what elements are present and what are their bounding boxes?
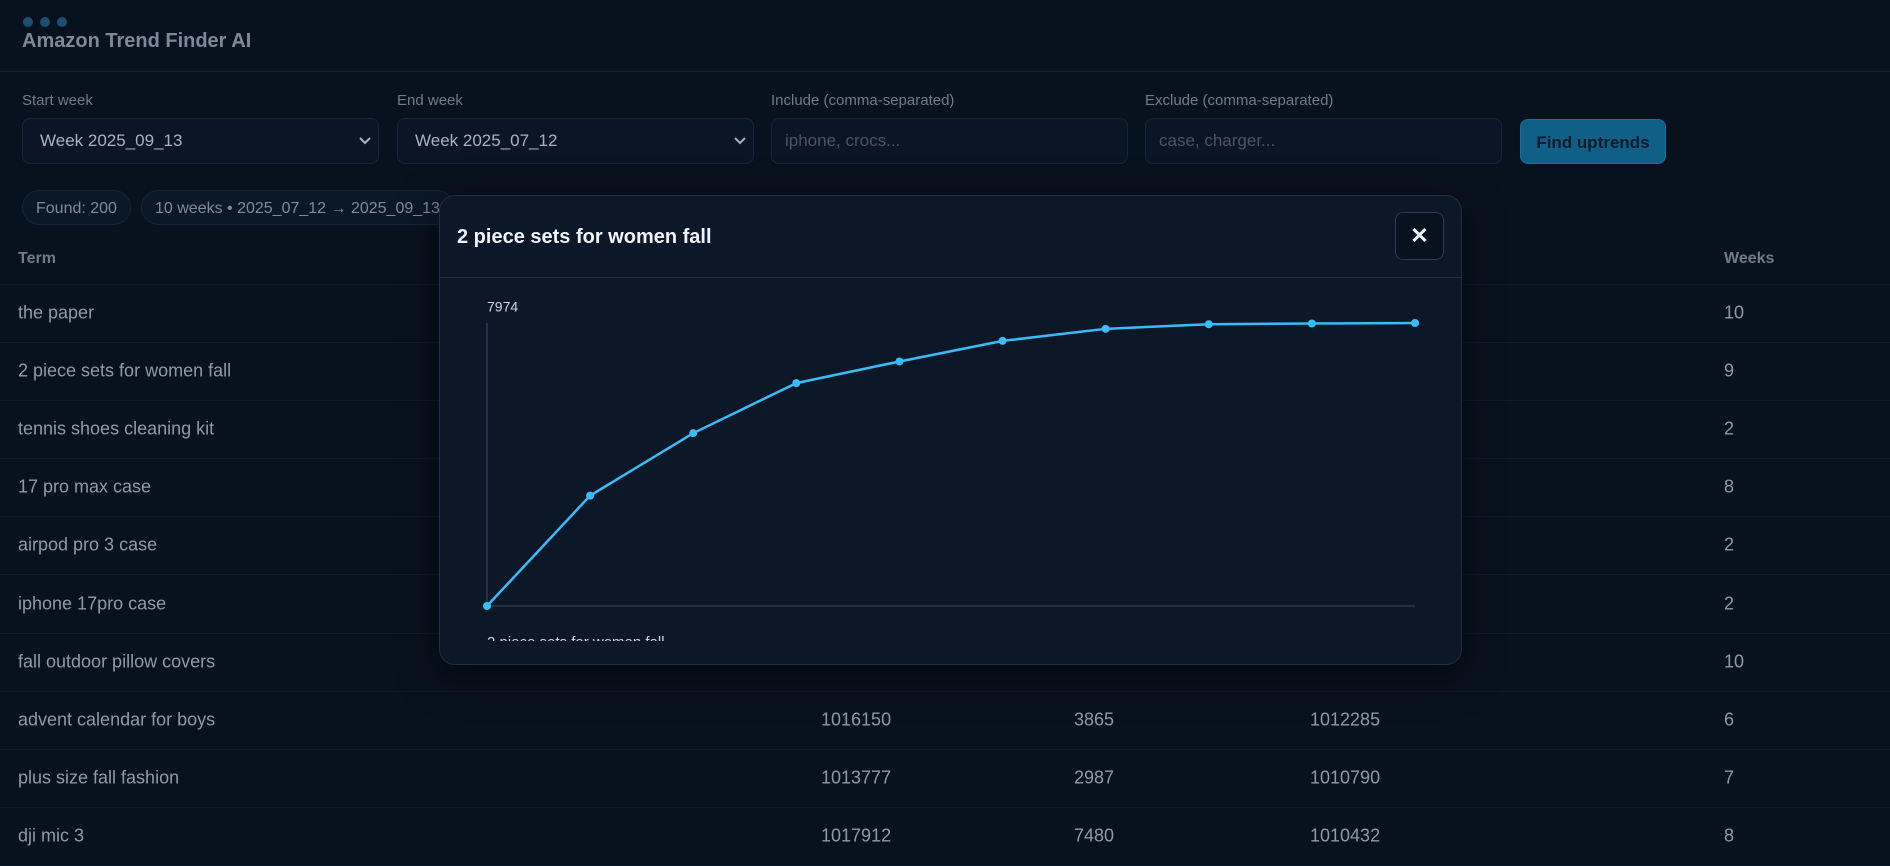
stat-cell: 2987 — [1074, 767, 1115, 788]
point — [483, 602, 491, 610]
term-cell: 17 pro max case — [18, 476, 152, 497]
end-label: End week — [397, 92, 463, 109]
term-cell: 2 piece sets for women fall — [18, 360, 232, 381]
point — [1101, 324, 1110, 333]
y-tick-label: 7974 — [487, 299, 518, 315]
row-divider — [0, 748, 1890, 750]
weeks-cell: 2 — [1724, 418, 1735, 439]
point — [586, 491, 595, 500]
series-line — [486, 321, 1416, 607]
weeks-cell: 6 — [1724, 709, 1735, 730]
weeks-cell: 8 — [1724, 476, 1735, 497]
chevron — [734, 137, 746, 145]
modal-divider — [440, 277, 1461, 278]
stat-cell: 1012285 — [1310, 709, 1381, 730]
term-cell: plus size fall fashion — [18, 767, 180, 788]
point — [998, 336, 1007, 345]
include-label: Include (comma-separated) — [771, 92, 955, 109]
end-select[interactable]: Week 2025_07_12 — [397, 118, 754, 164]
include-placeholder: iphone, crocs... — [785, 131, 901, 150]
stat-cell: 1016150 — [821, 709, 892, 730]
stat-cell: 1010432 — [1310, 825, 1381, 846]
weeks-cell: 10 — [1724, 651, 1745, 672]
start-value: Week 2025_09_13 — [40, 131, 183, 150]
chart-modal: 2 piece sets for women fall ✕ 7974 2 piec… — [439, 195, 1462, 665]
include-input[interactable]: iphone, crocs... — [771, 118, 1128, 164]
term-header: Term — [18, 250, 56, 267]
row-divider — [0, 806, 1890, 808]
weeks-cell: 2 — [1724, 534, 1735, 555]
stat-cell: 1017912 — [821, 825, 892, 846]
term-cell: fall outdoor pillow covers — [18, 651, 216, 672]
point — [1307, 319, 1316, 328]
weeks-cell: 2 — [1724, 593, 1735, 613]
term-cell: tennis shoes cleaning kit — [18, 418, 215, 439]
point — [689, 429, 698, 438]
row-divider — [0, 690, 1890, 692]
found-chip: Found: 200 — [22, 190, 131, 225]
exclude-label: Exclude (comma-separated) — [1145, 92, 1334, 109]
exclude-input[interactable]: case, charger... — [1145, 118, 1502, 164]
term-cell: airpod pro 3 case — [18, 534, 158, 555]
legend-label: 2 piece sets for women fall — [487, 634, 665, 641]
term-cell: dji mic 3 — [18, 825, 85, 846]
app-title: Amazon Trend Finder AI — [22, 30, 252, 52]
weeks-cell: 10 — [1724, 302, 1745, 323]
end-value: Week 2025_07_12 — [415, 131, 558, 150]
range-chip: 10 weeks • 2025_07_12 → 2025_09_13 — [141, 190, 454, 225]
header-divider — [0, 71, 1890, 72]
chevron — [359, 137, 371, 145]
chart: 7974 2 piece sets for women fall — [483, 299, 1419, 641]
stat-cell: 1013777 — [821, 767, 892, 788]
term-cell: the paper — [18, 302, 95, 323]
weeks-header: Weeks — [1724, 250, 1775, 267]
point — [1204, 320, 1213, 329]
term-cell: iphone 17pro case — [18, 593, 167, 613]
start-select[interactable]: Week 2025_09_13 — [22, 118, 379, 164]
find-button[interactable]: Find uptrends — [1520, 119, 1666, 164]
point — [1411, 319, 1419, 327]
term-cell: advent calendar for boys — [18, 709, 216, 730]
window-dots — [23, 17, 67, 27]
modal-title: 2 piece sets for women fall — [457, 226, 712, 248]
weeks-cell: 8 — [1724, 825, 1735, 846]
stat-cell: 1010790 — [1310, 767, 1381, 788]
stat-cell: 3865 — [1074, 709, 1115, 730]
exclude-placeholder: case, charger... — [1159, 131, 1276, 150]
close-button[interactable]: ✕ — [1395, 212, 1444, 260]
weeks-cell: 7 — [1724, 767, 1735, 788]
start-label: Start week — [22, 92, 93, 109]
point — [895, 357, 904, 366]
stat-cell: 7480 — [1074, 825, 1115, 846]
weeks-cell: 9 — [1724, 360, 1735, 381]
point — [792, 379, 801, 388]
